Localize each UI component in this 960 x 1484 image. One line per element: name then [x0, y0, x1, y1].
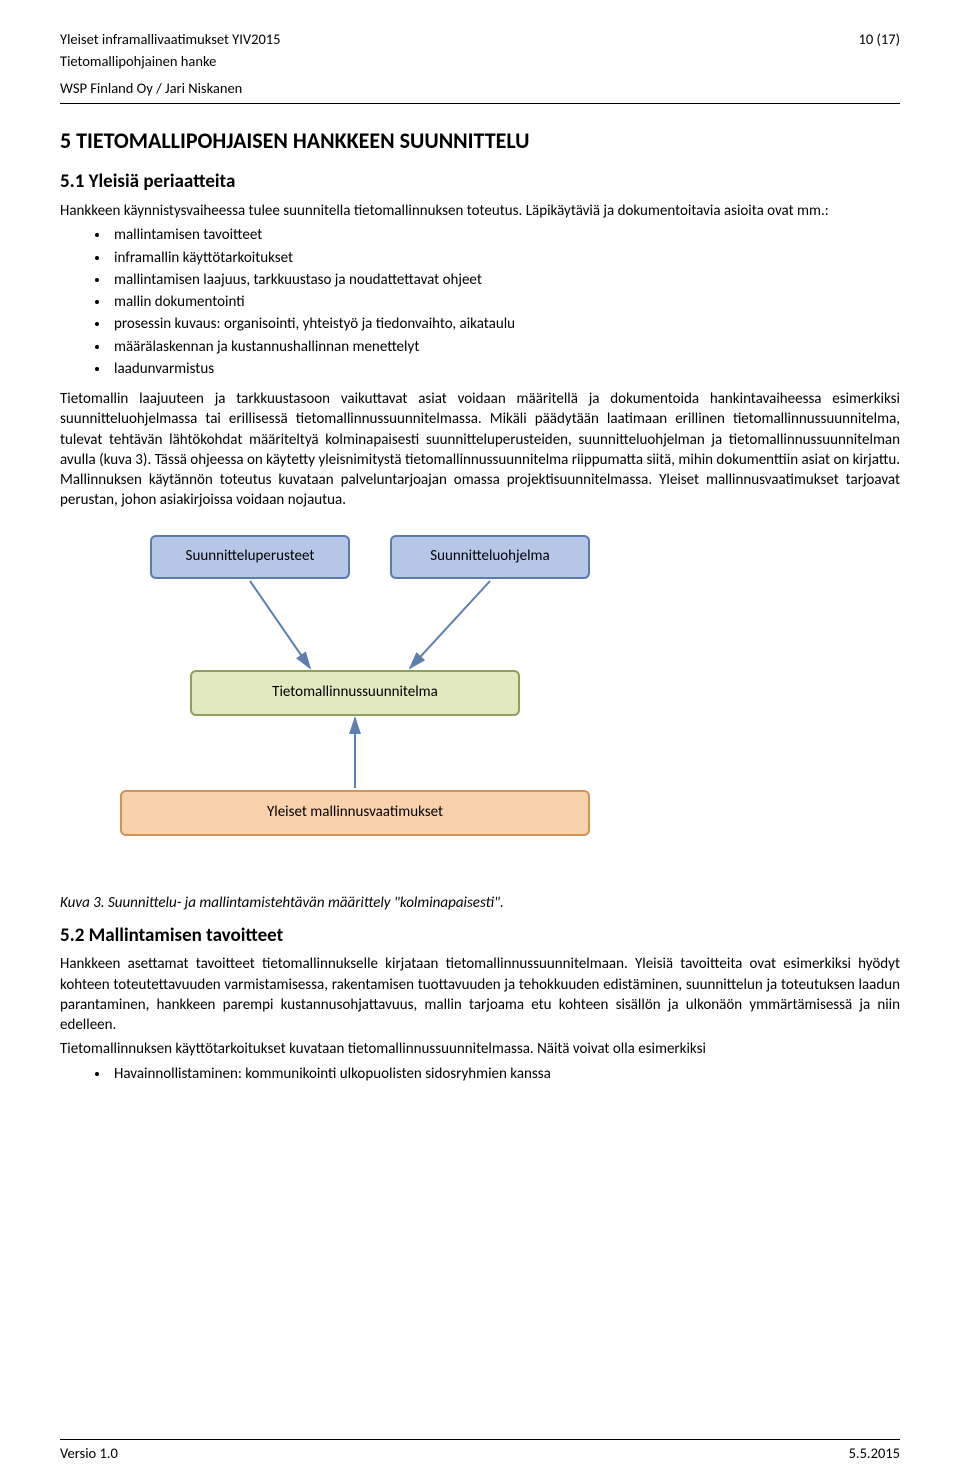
- s52-bullet-list: Havainnollistaminen: kommunikointi ulkop…: [60, 1064, 900, 1084]
- figure-3-caption: Kuva 3. Suunnittelu- ja mallintamistehtä…: [60, 893, 900, 913]
- s51-bullet-list: mallintamisen tavoitteet inframallin käy…: [60, 225, 900, 379]
- list-item: Havainnollistaminen: kommunikointi ulkop…: [110, 1064, 900, 1084]
- diagram-box-a: Suunnitteluperusteet: [150, 535, 350, 579]
- list-item: mallintamisen laajuus, tarkkuustaso ja n…: [110, 270, 900, 290]
- list-item: määrälaskennan ja kustannushallinnan men…: [110, 337, 900, 357]
- page-number: 10 (17): [859, 30, 900, 50]
- list-item: mallin dokumentointi: [110, 292, 900, 312]
- figure-3: Suunnitteluperusteet Suunnitteluohjelma Ti…: [60, 535, 900, 865]
- diagram-box-c: Tietomallinnussuunnitelma: [190, 670, 520, 716]
- header-rule: [60, 103, 900, 104]
- footer-date: 5.5.2015: [849, 1444, 900, 1464]
- doc-title: Yleiset inframallivaatimukset YIV2015: [60, 30, 281, 50]
- list-item: mallintamisen tavoitteet: [110, 225, 900, 245]
- list-item: laadunvarmistus: [110, 359, 900, 379]
- diagram-box-d: Yleiset mallinnusvaatimukset: [120, 790, 590, 836]
- diagram-box-b: Suunnitteluohjelma: [390, 535, 590, 579]
- s51-para-2: Tietomallin laajuuteen ja tarkkuustasoon…: [60, 389, 900, 511]
- section-5-1-heading: 5.1 Yleisiä periaatteita: [60, 169, 900, 195]
- footer-version: Versio 1.0: [60, 1444, 118, 1464]
- doc-subtitle: Tietomallipohjainen hanke: [60, 52, 900, 72]
- page-footer: Versio 1.0 5.5.2015: [60, 1439, 900, 1464]
- section-5-2-heading: 5.2 Mallintamisen tavoitteet: [60, 923, 900, 949]
- section-5-heading: 5 TIETOMALLIPOHJAISEN HANKKEEN SUUNNITTE…: [60, 126, 900, 156]
- list-item: inframallin käyttötarkoitukset: [110, 248, 900, 268]
- s51-para-1: Hankkeen käynnistysvaiheessa tulee suunn…: [60, 201, 900, 221]
- s52-para-1: Hankkeen asettamat tavoitteet tietomalli…: [60, 954, 900, 1035]
- list-item: prosessin kuvaus: organisointi, yhteisty…: [110, 314, 900, 334]
- doc-author: WSP Finland Oy / Jari Niskanen: [60, 79, 900, 99]
- s52-para-2: Tietomallinnuksen käyttötarkoitukset kuv…: [60, 1039, 900, 1059]
